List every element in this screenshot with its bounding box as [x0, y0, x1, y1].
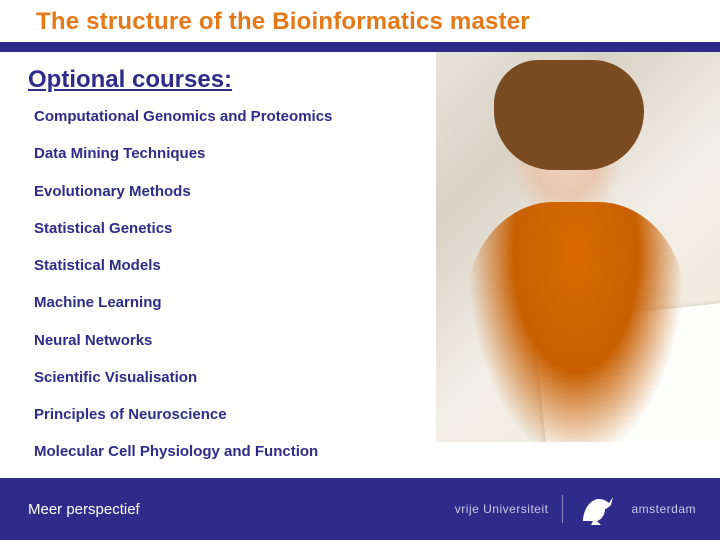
title-bar: The structure of the Bioinformatics mast…	[0, 0, 720, 42]
university-name-left: vrije Universiteit	[455, 502, 549, 516]
university-name-right: amsterdam	[631, 502, 696, 516]
griffin-icon	[577, 491, 617, 527]
student-photo	[436, 52, 720, 442]
footer-bar: Meer perspectief vrije Universiteit amst…	[0, 478, 720, 540]
list-item: Computational Genomics and Proteomics	[34, 108, 332, 127]
title-divider	[0, 42, 720, 52]
list-item: Molecular Cell Physiology and Function	[34, 443, 332, 462]
list-item: Data Mining Techniques	[34, 145, 332, 164]
subtitle: Optional courses:	[28, 66, 232, 94]
slide-title: The structure of the Bioinformatics mast…	[36, 8, 720, 36]
body-area: Optional courses: Computational Genomics…	[0, 52, 720, 480]
list-item: Scientific Visualisation	[34, 369, 332, 388]
list-item: Evolutionary Methods	[34, 183, 332, 202]
list-item: Principles of Neuroscience	[34, 406, 332, 425]
list-item: Statistical Genetics	[34, 220, 332, 239]
list-item: Neural Networks	[34, 332, 332, 351]
footer-tagline: Meer perspectief	[28, 501, 140, 518]
list-item: Machine Learning	[34, 294, 332, 313]
footer-branding: vrije Universiteit amsterdam	[455, 491, 696, 527]
slide: The structure of the Bioinformatics mast…	[0, 0, 720, 540]
brand-divider	[562, 495, 563, 523]
course-list: Computational Genomics and Proteomics Da…	[34, 108, 332, 518]
list-item: Statistical Models	[34, 257, 332, 276]
